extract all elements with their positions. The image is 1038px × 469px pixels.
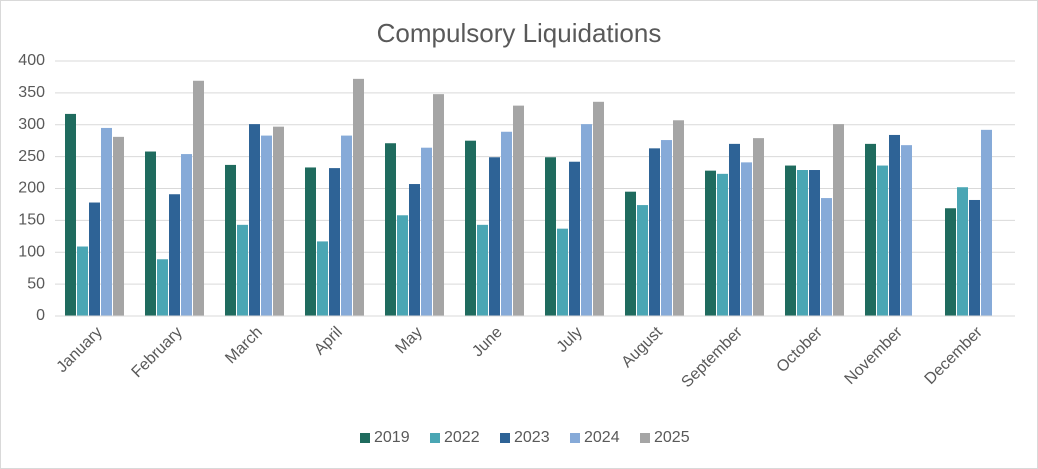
chart-title: Compulsory Liquidations	[377, 18, 662, 48]
bar	[145, 151, 156, 316]
bar	[717, 173, 728, 316]
legend-label: 2023	[514, 429, 550, 446]
bar	[741, 162, 752, 316]
bar	[225, 164, 236, 316]
bar	[157, 259, 168, 316]
bar	[65, 113, 76, 316]
bar	[649, 148, 660, 316]
bar	[305, 167, 316, 316]
bar	[501, 131, 512, 316]
y-tick-label: 400	[18, 52, 45, 69]
legend-swatch	[640, 433, 650, 443]
bar	[569, 161, 580, 316]
bar	[705, 170, 716, 316]
bar	[513, 105, 524, 316]
bar	[421, 147, 432, 316]
legend-swatch	[570, 433, 580, 443]
bar	[317, 241, 328, 316]
legend-swatch	[430, 433, 440, 443]
bar	[433, 94, 444, 317]
bar	[901, 145, 912, 316]
y-tick-label: 200	[18, 180, 45, 197]
bar	[545, 157, 556, 316]
y-tick-label: 100	[18, 243, 45, 260]
legend-label: 2025	[654, 429, 690, 446]
y-tick-label: 350	[18, 84, 45, 101]
bar	[329, 168, 340, 316]
bar	[169, 194, 180, 316]
bar	[797, 170, 808, 316]
legend-swatch	[500, 433, 510, 443]
bar	[89, 202, 100, 316]
legend-label: 2022	[444, 429, 480, 446]
bar	[397, 215, 408, 316]
y-tick-label: 250	[18, 148, 45, 165]
bar	[945, 208, 956, 316]
bar	[877, 165, 888, 316]
bar	[969, 199, 980, 316]
bar	[833, 124, 844, 316]
bar	[729, 143, 740, 316]
bar	[465, 140, 476, 316]
bar	[957, 187, 968, 316]
bar	[581, 124, 592, 316]
bar	[181, 154, 192, 316]
bar	[489, 157, 500, 316]
bar	[753, 138, 764, 316]
y-tick-label: 50	[27, 275, 45, 292]
bar	[237, 224, 248, 316]
bar	[101, 127, 112, 316]
bar	[865, 143, 876, 316]
bar	[261, 135, 272, 316]
bar	[409, 184, 420, 316]
bar	[249, 124, 260, 316]
bar	[673, 120, 684, 316]
bar	[341, 135, 352, 316]
bar	[625, 191, 636, 316]
bar	[273, 126, 284, 316]
bar	[385, 143, 396, 316]
bar	[889, 134, 900, 316]
y-tick-label: 300	[18, 116, 45, 133]
bar	[661, 140, 672, 316]
legend-swatch	[360, 433, 370, 443]
bar	[821, 198, 832, 316]
legend-label: 2024	[584, 429, 620, 446]
bar	[809, 170, 820, 316]
bar	[193, 80, 204, 316]
bar	[77, 246, 88, 316]
y-tick-label: 150	[18, 212, 45, 229]
legend-label: 2019	[374, 429, 410, 446]
y-tick-label: 0	[36, 307, 45, 324]
bar	[477, 224, 488, 316]
bar	[353, 78, 364, 316]
bar	[557, 228, 568, 316]
bar	[593, 101, 604, 316]
bar	[637, 205, 648, 316]
bar	[981, 129, 992, 316]
bar	[785, 165, 796, 316]
bar	[113, 136, 124, 316]
